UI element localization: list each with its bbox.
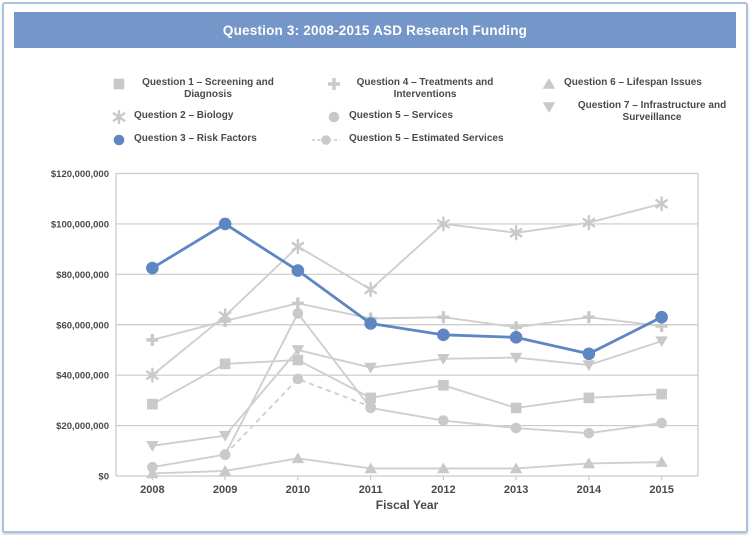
legend-item-q6: Question 6 – Lifespan Issues (542, 77, 740, 91)
legend-label: Question 7 – Infrastructure and Surveill… (577, 100, 727, 123)
svg-text:2008: 2008 (140, 484, 164, 496)
svg-text:2011: 2011 (359, 484, 383, 496)
svg-text:$0: $0 (98, 472, 109, 483)
svg-text:2014: 2014 (577, 484, 602, 496)
triangle-up-marker-icon (542, 78, 556, 89)
legend-label: Question 1 – Screening and Diagnosis (142, 77, 274, 100)
asterisk-marker-icon (112, 110, 126, 124)
legend-label: Question 5 – Estimated Services (349, 133, 504, 144)
legend-label: Question 6 – Lifespan Issues (564, 77, 702, 88)
svg-text:2010: 2010 (286, 484, 310, 496)
legend-label: Question 3 – Risk Factors (134, 133, 257, 144)
legend-label: Question 4 – Treatments and Intervention… (356, 77, 494, 100)
svg-text:$40,000,000: $40,000,000 (56, 371, 109, 382)
triangle-down-marker-icon (542, 102, 556, 113)
blue-circle-marker-icon (113, 134, 125, 146)
svg-text:2013: 2013 (504, 484, 528, 496)
svg-text:$120,000,000: $120,000,000 (51, 169, 109, 180)
circle-marker-icon (328, 111, 340, 123)
legend-column-1: Question 1 – Screening and Diagnosis Que… (112, 77, 282, 147)
legend-item-q5-estimated: Question 5 – Estimated Services (312, 133, 504, 147)
svg-text:2009: 2009 (213, 484, 237, 496)
funding-line-chart: $0 $20,000,000 $40,000,000 $60,000,000 $80,0… (51, 169, 699, 496)
legend-item-q2: Question 2 – Biology (112, 110, 282, 124)
chart-area: $0 $20,000,000 $40,000,000 $60,000,000 $80,0… (0, 160, 750, 530)
legend-item-q5: Question 5 – Services (327, 110, 504, 124)
svg-text:$80,000,000: $80,000,000 (56, 270, 109, 281)
legend-item-q7: Question 7 – Infrastructure and Surveill… (542, 100, 740, 124)
square-marker-icon (113, 78, 125, 90)
page-title: Question 3: 2008-2015 ASD Research Fundi… (222, 22, 528, 38)
svg-text:$60,000,000: $60,000,000 (56, 320, 109, 331)
legend-item-q4: Question 4 – Treatments and Intervention… (327, 77, 504, 101)
svg-text:2012: 2012 (431, 484, 455, 496)
legend-item-q3: Question 3 – Risk Factors (112, 133, 282, 147)
plus-marker-icon (328, 78, 340, 90)
legend-item-q1: Question 1 – Screening and Diagnosis (112, 77, 282, 101)
svg-text:$20,000,000: $20,000,000 (56, 421, 109, 432)
legend-label: Question 5 – Services (349, 110, 453, 121)
title-bar: Question 3: 2008-2015 ASD Research Fundi… (14, 12, 736, 48)
x-axis-title: Fiscal Year (375, 498, 439, 512)
legend-label: Question 2 – Biology (134, 110, 234, 121)
legend-column-3: Question 6 – Lifespan Issues Question 7 … (542, 77, 740, 124)
svg-text:$100,000,000: $100,000,000 (51, 219, 109, 230)
svg-text:2015: 2015 (649, 484, 673, 496)
dashed-circle-marker-icon (312, 135, 340, 145)
legend-column-2: Question 4 – Treatments and Intervention… (312, 77, 504, 147)
